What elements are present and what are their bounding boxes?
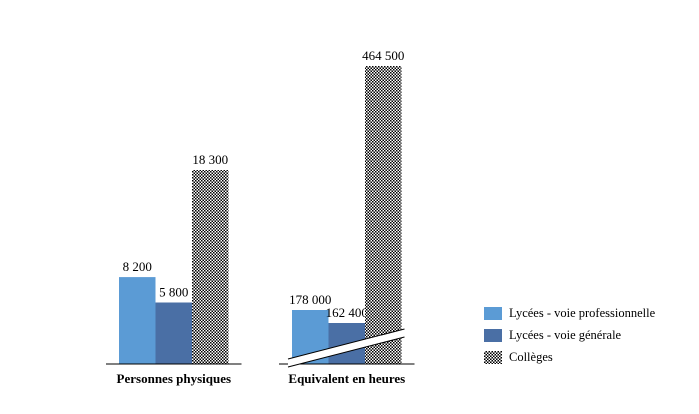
legend-label: Collèges [509, 349, 553, 364]
legend-swatch-lycees-gen [484, 328, 502, 342]
data-label: 162 400 [326, 305, 368, 320]
bar [365, 66, 402, 364]
category-label: Equivalent en heures [288, 371, 405, 386]
axis-break-line [287, 328, 405, 360]
legend-swatch-colleges [484, 350, 502, 364]
data-label: 5 800 [159, 285, 188, 300]
data-label: 8 200 [123, 259, 152, 274]
axis-break-band [288, 329, 405, 367]
data-label: 464 500 [362, 48, 404, 63]
legend-item-lycees-gen: Lycées - voie générale [484, 324, 655, 346]
legend-swatch-lycees-pro [484, 306, 502, 320]
data-label: 18 300 [192, 152, 228, 167]
data-label: 178 000 [289, 292, 331, 307]
bar [119, 277, 156, 364]
legend-item-colleges: Collèges [484, 346, 655, 368]
axis-break-line [287, 336, 405, 368]
legend-label: Lycées - voie professionnelle [509, 305, 656, 320]
category-label: Personnes physiques [117, 371, 232, 386]
bar [155, 302, 192, 364]
legend-label: Lycées - voie générale [509, 327, 622, 342]
bar [192, 170, 229, 364]
legend-item-lycees-pro: Lycées - voie professionnelle [484, 302, 655, 324]
chart-legend: Lycées - voie professionnelle Lycées - v… [484, 302, 655, 368]
